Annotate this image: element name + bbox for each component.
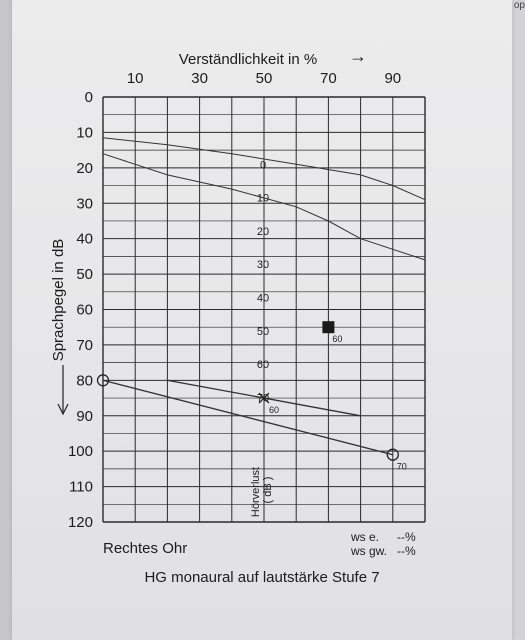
x-tick-label: 70 [320, 70, 337, 87]
square-marker-label: 60 [332, 334, 342, 344]
hearing-loss-tick-label: 50 [257, 326, 269, 338]
ear-label: Rechtes Ohr [103, 540, 187, 557]
hearing-loss-tick-label: 0 [260, 159, 266, 171]
x-tick-labels: 10 30 50 70 90 [127, 70, 401, 87]
y-tick-label: 100 [68, 443, 93, 460]
y-tick-label: 20 [76, 160, 93, 177]
y-tick-label: 10 [76, 124, 93, 141]
circle-marker [96, 374, 110, 387]
hearing-loss-unit: ( dB ) [262, 477, 274, 504]
y-tick-label: 120 [68, 514, 93, 531]
y-tick-label: 90 [76, 408, 93, 425]
ws-e-value: --% [397, 530, 416, 544]
x-tick-label: 10 [127, 70, 144, 87]
caption: HG monaural auf lautstärke Stufe 7 [144, 569, 379, 586]
series-line [102, 153, 426, 261]
hearing-loss-tick-label: 10 [257, 193, 269, 205]
y-axis-arrow-head [57, 403, 69, 416]
audiogram-sheet [12, 0, 512, 640]
x-axis-arrow: → [349, 46, 367, 66]
hearing-loss-tick-label: 30 [257, 259, 269, 271]
y-tick-label: 50 [76, 266, 93, 283]
x-tick-label: 50 [256, 70, 273, 87]
y-tick-label: 110 [69, 479, 93, 496]
series-line [102, 137, 426, 201]
y-tick-label: 60 [76, 302, 93, 319]
y-tick-labels: 0 10 20 30 40 50 60 70 80 90 100 110 120 [68, 89, 93, 531]
ws-gw-label: ws gw. [350, 544, 387, 558]
corner-fragment-text: ор [513, 0, 525, 11]
hearing-loss-tick-label: 20 [257, 226, 269, 238]
x-tick-label: 90 [384, 70, 401, 87]
y-axis-title: Sprachpegel in dB [50, 239, 67, 362]
circle-marker [386, 448, 399, 461]
x-tick-label: 30 [191, 70, 208, 87]
y-tick-label: 70 [76, 337, 93, 354]
cross-marker-label: 60 [269, 405, 279, 415]
circle-marker-label: 70 [397, 462, 407, 472]
chart-markers: 60 60 70 [96, 321, 407, 472]
hearing-loss-tick-label: 40 [257, 292, 269, 304]
y-tick-label: 80 [76, 372, 93, 389]
y-tick-label: 0 [85, 89, 93, 106]
y-tick-label: 40 [76, 231, 93, 248]
series-line [102, 379, 393, 456]
cross-marker [258, 392, 270, 404]
hearing-loss-tick-label: 60 [257, 359, 269, 371]
ws-e-label: ws e. [350, 530, 379, 544]
chart-grid [102, 96, 426, 523]
y-tick-label: 30 [76, 195, 93, 212]
x-axis-title: Verständlichkeit in % [179, 51, 317, 68]
ws-gw-value: --% [397, 544, 416, 558]
hearing-loss-title: Hörverlust [250, 467, 262, 517]
square-marker [322, 321, 335, 334]
